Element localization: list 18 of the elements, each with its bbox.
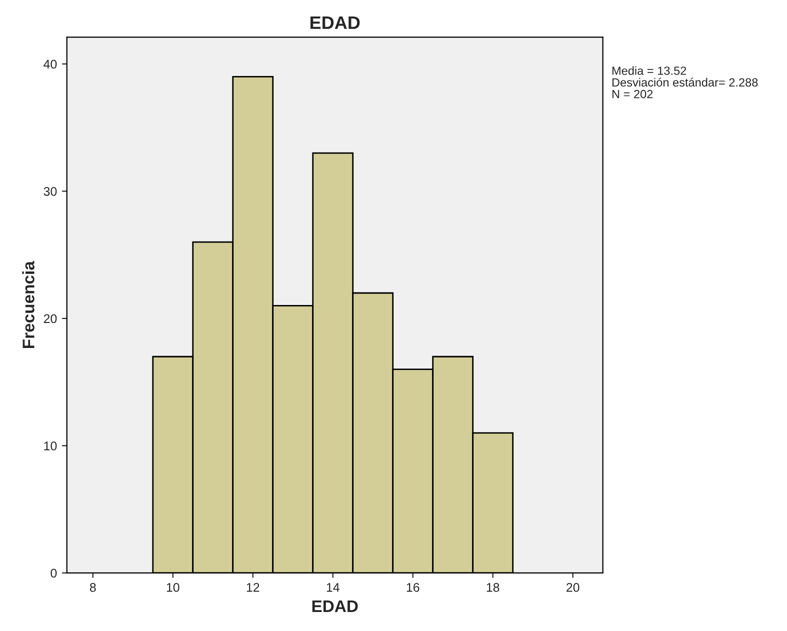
x-tick-label: 20 <box>566 583 580 592</box>
x-axis-title: EDAD <box>312 600 358 612</box>
y-tick-label: 20 <box>44 314 57 324</box>
y-tick-label: 40 <box>44 60 57 69</box>
x-tick-label: 8 <box>90 583 96 592</box>
x-tick-label: 16 <box>406 583 420 592</box>
chart-title: EDAD <box>310 16 360 29</box>
x-tick-label: 18 <box>486 583 500 592</box>
y-tick-label: 30 <box>44 187 57 196</box>
text: Desviación estándar= 2.288 <box>612 78 758 87</box>
y-axis-title: Frecuencia <box>22 260 34 348</box>
text: N = 202 <box>612 90 653 98</box>
x-tick-label: 12 <box>246 583 260 592</box>
text: Media = 13.52 <box>612 66 686 75</box>
x-tick-label: 10 <box>166 583 180 592</box>
x-tick-label: 14 <box>326 583 340 592</box>
y-tick-label: 0 <box>50 568 57 578</box>
y-tick-label: 10 <box>44 442 57 450</box>
